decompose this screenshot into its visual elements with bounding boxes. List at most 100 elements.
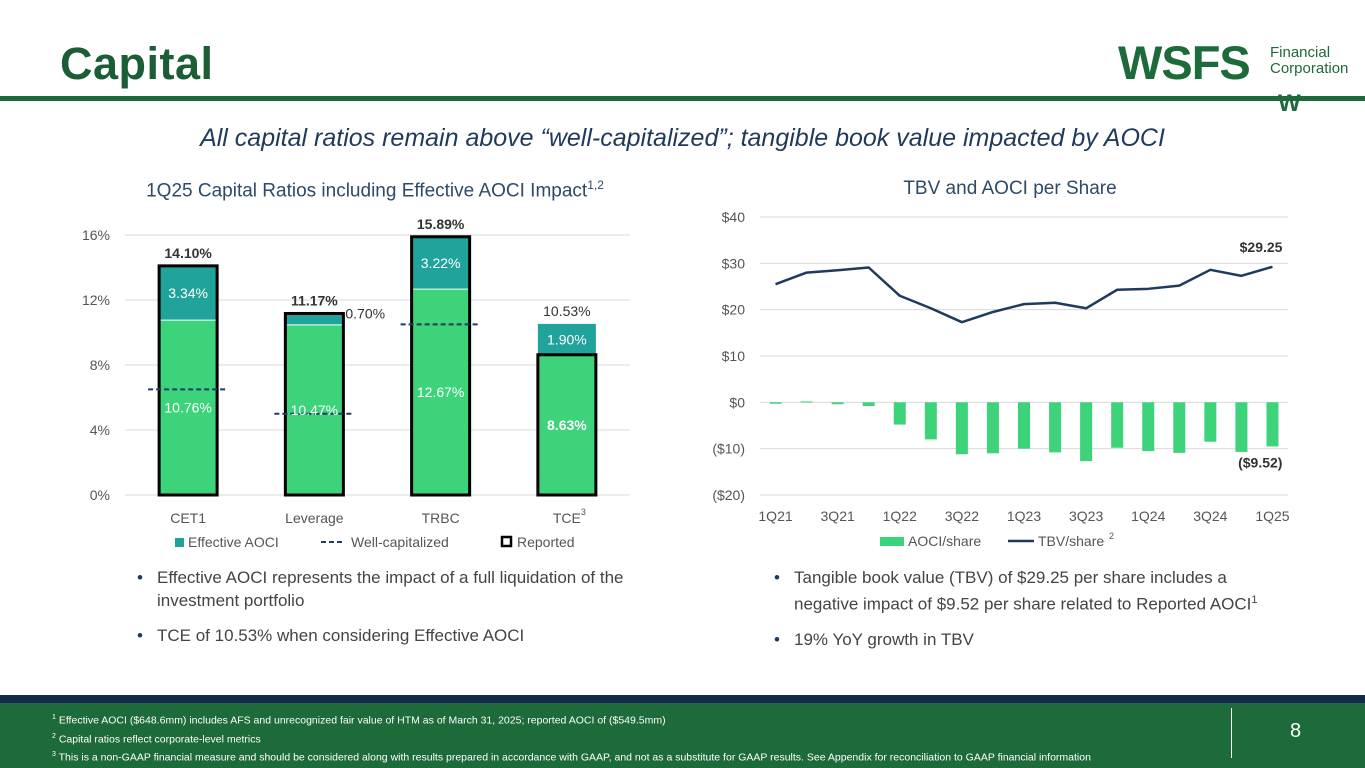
aoci-bar <box>1204 402 1217 442</box>
y-tick-label: ($20) <box>712 487 745 503</box>
y-tick-label: 8% <box>90 357 110 373</box>
bar-base <box>285 324 344 495</box>
aoci-value-label: 0.70% <box>345 305 385 321</box>
left-bullets: Effective AOCI represents the impact of … <box>135 566 635 659</box>
y-tick-label: $30 <box>722 255 746 271</box>
left-chart-title: 1Q25 Capital Ratios including Effective … <box>100 178 650 202</box>
tbv-aoci-chart: ($20) ($10) $0 $10 $20 $30 $40 1Q21 3Q21 1Q22 3Q22… <box>712 209 1289 549</box>
x-tick-label: 1Q21 <box>758 508 792 524</box>
footnote-1-text: Effective AOCI ($648.6mm) includes AFS a… <box>58 714 666 727</box>
y-tick-label: 4% <box>90 422 110 438</box>
tbv-last-value-label: $29.25 <box>1240 239 1283 255</box>
x-category-label: CET1 <box>170 510 206 526</box>
aoci-value-label: 3.34% <box>168 285 208 301</box>
y-tick-label: 16% <box>82 227 110 243</box>
x-tick-label: 1Q24 <box>1131 508 1165 524</box>
legend-effective-aoci-label: Effective AOCI <box>188 534 279 550</box>
logo-subtext: Financial Corporation <box>1270 45 1348 77</box>
y-tick-label: ($10) <box>712 441 745 457</box>
x-tick-label: 1Q22 <box>883 508 917 524</box>
x-category-label: Leverage <box>285 510 344 526</box>
base-value-label: 12.67% <box>417 384 464 400</box>
footnotes: 1 Effective AOCI ($648.6mm) includes AFS… <box>52 710 1091 766</box>
x-tick-label: 1Q25 <box>1255 508 1289 524</box>
logo-sub-line2: Corporation <box>1270 60 1349 77</box>
header-rule <box>0 96 1365 101</box>
right-bullet-1-text: Tangible book value (TBV) of $29.25 per … <box>794 568 1252 614</box>
x-tick-label: 3Q24 <box>1193 508 1227 524</box>
right-bullets: Tangible book value (TBV) of $29.25 per … <box>772 566 1272 663</box>
x-category-sup: 3 <box>581 507 586 517</box>
aoci-last-value-label: ($9.52) <box>1238 454 1282 470</box>
legend-well-capitalized-label: Well-capitalized <box>351 534 449 550</box>
y-tick-label: $40 <box>722 209 746 225</box>
aoci-value-label: 1.90% <box>547 331 587 347</box>
base-value-label: 10.47% <box>291 402 338 418</box>
total-value-label: 10.53% <box>543 303 590 319</box>
aoci-bar <box>1173 402 1186 453</box>
footnote-3: 3 This is a non-GAAP financial measure a… <box>52 747 1091 766</box>
aoci-bar <box>955 402 968 455</box>
footnote-2-text: Capital ratios reflect corporate-level m… <box>58 733 261 745</box>
legend-aoci-label: AOCI/share <box>908 533 981 549</box>
reported-outline <box>283 311 345 497</box>
base-value-label: 8.63% <box>547 417 587 433</box>
footnote-1: 1 Effective AOCI ($648.6mm) includes AFS… <box>52 710 1091 729</box>
aoci-bar <box>831 402 844 405</box>
y-tick-label: $0 <box>729 394 745 410</box>
legend-reported-swatch <box>500 535 513 548</box>
left-bullet-2: TCE of 10.53% when considering Effective… <box>135 624 635 647</box>
aoci-bar <box>1080 402 1093 462</box>
total-value-label: 15.89% <box>417 216 465 232</box>
aoci-bar <box>769 402 782 404</box>
aoci-bar <box>1235 402 1248 452</box>
legend-reported-label: Reported <box>517 534 575 550</box>
y-tick-label: $20 <box>722 302 746 318</box>
bar-effective-aoci <box>159 265 218 321</box>
footnote-1-sup: 1 <box>52 714 56 721</box>
aoci-bar <box>1142 402 1155 451</box>
legend-effective-aoci-swatch <box>175 538 184 547</box>
right-bullet-1-sup: 1 <box>1251 594 1258 606</box>
right-chart-title: TBV and AOCI per Share <box>903 178 1117 199</box>
aoci-bar <box>1111 402 1124 448</box>
aoci-bar <box>862 402 875 407</box>
x-tick-label: 1Q23 <box>1007 508 1041 524</box>
footer-band <box>0 695 1365 768</box>
bar-base <box>537 354 596 495</box>
logo-sub-line1: Financial <box>1270 44 1331 61</box>
right-bullet-1: Tangible book value (TBV) of $29.25 per … <box>772 566 1272 616</box>
legend-tbv-label: TBV/share <box>1038 533 1104 549</box>
x-category-label: TCE <box>553 510 581 526</box>
total-value-label: 11.17% <box>291 292 338 308</box>
aoci-value-label: 3.22% <box>421 255 461 271</box>
legend-aoci-swatch <box>880 537 904 546</box>
reported-outline <box>536 353 598 497</box>
legend-tbv-sup: 2 <box>1109 531 1114 541</box>
right-bullet-2: 19% YoY growth in TBV <box>772 628 1272 651</box>
bar-effective-aoci <box>285 313 344 325</box>
footnote-3-text: This is a non-GAAP financial measure and… <box>58 751 1091 764</box>
bar-effective-aoci <box>537 323 596 355</box>
left-chart-title-text: 1Q25 Capital Ratios including Effective … <box>146 180 588 202</box>
logo-wordmark: WSFS <box>1118 36 1251 89</box>
footnote-2-sup: 2 <box>52 732 56 740</box>
left-bullet-1: Effective AOCI represents the impact of … <box>135 566 635 612</box>
page-title: Capital <box>60 38 214 89</box>
slide-subtitle: All capital ratios remain above “well-ca… <box>200 124 1165 152</box>
reported-outline <box>410 235 472 497</box>
total-value-label: 14.10% <box>164 245 212 261</box>
aoci-bar <box>893 402 906 425</box>
aoci-bar <box>1049 402 1062 453</box>
aoci-bar <box>800 401 813 403</box>
tbv-line <box>775 265 1273 324</box>
base-value-label: 10.76% <box>164 400 211 416</box>
aoci-bar <box>924 402 937 440</box>
wsfs-logo: WSFS Financial Corporation W <box>1118 36 1350 116</box>
bar-base <box>159 320 218 495</box>
aoci-bar <box>1018 402 1030 449</box>
y-tick-label: 0% <box>90 487 110 503</box>
aoci-bar <box>986 402 999 454</box>
x-tick-label: 3Q23 <box>1069 508 1103 524</box>
reported-outline <box>157 264 219 497</box>
